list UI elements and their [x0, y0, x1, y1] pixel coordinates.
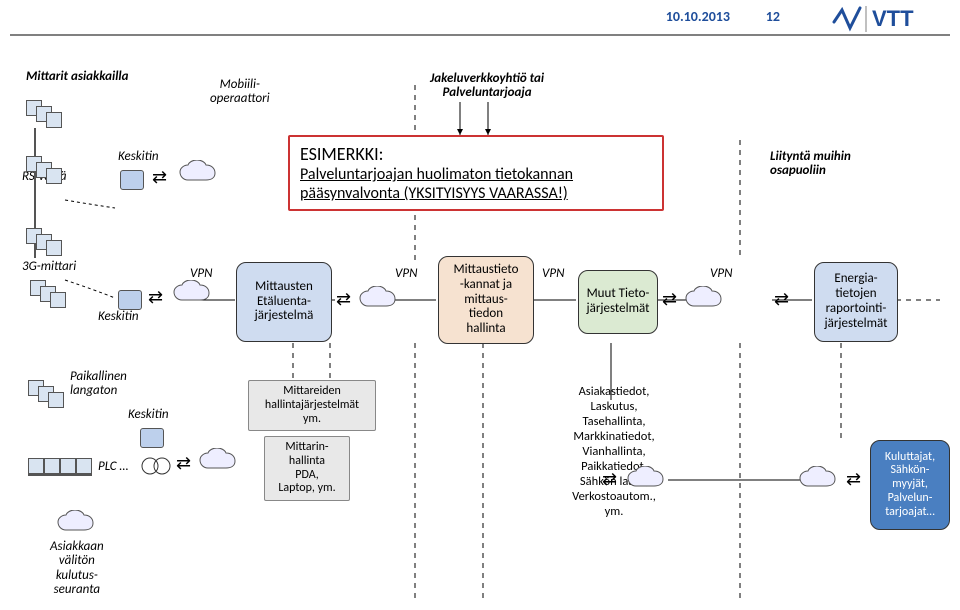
grey-mittareiden: Mittareiden hallintajärjestelmät ym.: [248, 380, 376, 431]
header-page: 12: [766, 8, 780, 25]
label-liitynta: Liityntä muihin osapuoliin: [770, 150, 851, 179]
vpn-3: VPN: [542, 266, 564, 281]
header: 10.10.2013 12 VTT: [0, 0, 960, 36]
label-mobiili: Mobiili- operaattori: [210, 78, 270, 107]
label-jakelu: Jakeluverkkoyhtiö tai Palveluntarjoaja: [430, 72, 544, 101]
cloud-3: [358, 286, 402, 312]
grey-mittarin: Mittarin- hallinta PDA, Laptop, ym.: [264, 436, 350, 501]
label-keskitin-3: Keskitin: [128, 408, 169, 422]
label-asiakkaan: Asiakkaan välitön kulutus- seuranta: [50, 540, 104, 597]
label-3g: 3G-mittari: [22, 260, 76, 274]
label-mittarit: Mittarit asiakkailla: [26, 70, 129, 84]
callout-esimerkki: ESIMERKKI: Palveluntarjoajan huolimaton …: [288, 135, 664, 211]
cloud-4: [684, 286, 728, 312]
box-energia: Energia- tietojen raportointi- järjestel…: [814, 262, 898, 342]
hub-3: [140, 428, 164, 448]
cloud-r1: [626, 466, 670, 492]
cloud-r2: [798, 466, 842, 492]
vpn-2: VPN: [395, 266, 417, 281]
darrow-2: ⇄: [148, 288, 163, 306]
cloud-2: [172, 280, 216, 306]
header-date: 10.10.2013: [666, 8, 730, 25]
cloud-1: [178, 160, 222, 186]
hub-2: [118, 290, 142, 310]
darrow-1: ⇄: [152, 168, 167, 186]
cloud-asiakas: [56, 510, 100, 536]
callout-line2: Palveluntarjoajan huolimaton tietokannan: [300, 165, 652, 184]
list-asiakastiedot: Asiakastiedot, Laskutus, Tasehallinta, M…: [544, 384, 684, 519]
box-kuluttajat: Kuluttajat, Sähkön- myyjät, Palvelun- ta…: [870, 440, 950, 530]
box-muut: Muut Tieto- järjestelmät: [578, 270, 658, 334]
label-plc: PLC …: [98, 460, 128, 474]
box-mittaustieto: Mittaustieto -kannat ja mittaus- tiedon …: [438, 256, 534, 344]
vpn-1: VPN: [190, 266, 212, 281]
vpn-4: VPN: [710, 266, 732, 281]
label-paikallinen: Paikallinen langaton: [70, 370, 127, 399]
cloud-plc: [198, 448, 242, 474]
label-keskitin-2: Keskitin: [98, 310, 139, 324]
callout-line1: ESIMERKKI:: [300, 143, 652, 165]
label-keskitin-1: Keskitin: [118, 150, 159, 164]
hub-1: [120, 170, 144, 190]
callout-line3: pääsynvalvonta (YKSITYISYYS VAARASSA!): [300, 184, 652, 203]
diagram-stage: Mittarit asiakkailla Mobiili- operaattor…: [0, 40, 960, 610]
header-underline: [10, 34, 950, 36]
box-etaluenta: Mittausten Etäluenta- järjestelmä: [236, 262, 332, 342]
logo-text: VTT: [872, 6, 914, 31]
